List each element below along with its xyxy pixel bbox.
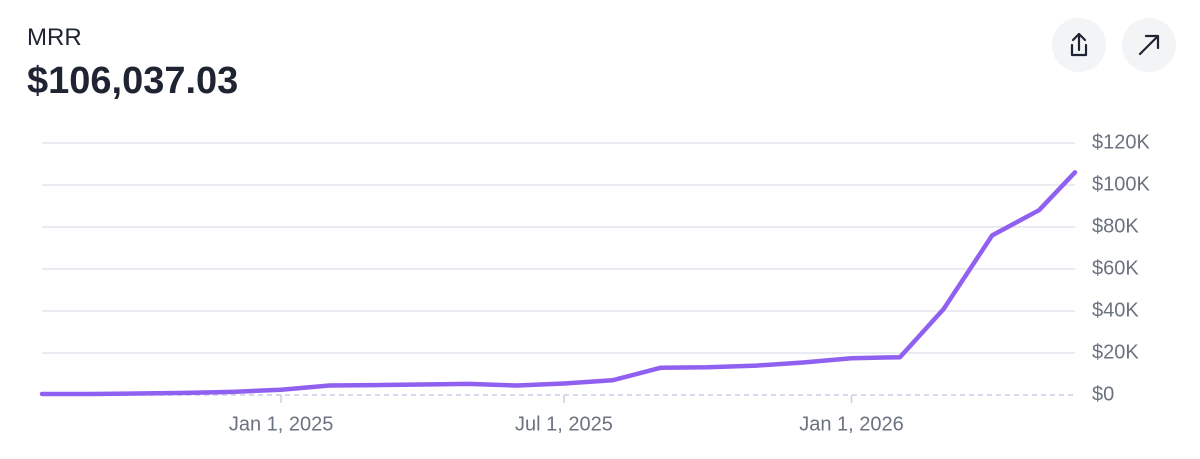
line [39, 170, 1078, 397]
y-tick-label: $40K [1092, 299, 1139, 321]
y-tick-label: $100K [1092, 173, 1150, 195]
y-tick-label: $60K [1092, 257, 1139, 279]
x-tick-label: Jul 1, 2025 [515, 413, 613, 435]
expand-icon [1138, 34, 1160, 56]
expand-button[interactable] [1122, 18, 1176, 72]
metric-value: $106,037.03 [27, 60, 239, 102]
x-tick-label: Jan 1, 2026 [799, 413, 904, 435]
y-tick-label: $20K [1092, 341, 1139, 363]
share-button[interactable] [1052, 18, 1106, 72]
y-tick-label: $120K [1092, 131, 1150, 153]
share-icon [1070, 32, 1088, 57]
y-tick-label: $80K [1092, 215, 1139, 237]
y-tick-label: $0 [1092, 383, 1114, 405]
x-tick-label: Jan 1, 2025 [229, 413, 334, 435]
metric-title: MRR [27, 24, 82, 51]
